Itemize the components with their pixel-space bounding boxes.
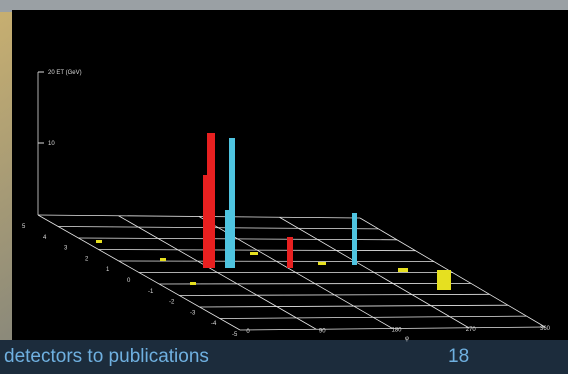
phi-label: 180 xyxy=(391,328,402,334)
tower xyxy=(437,270,451,290)
eta-label: -5 xyxy=(232,332,238,338)
page-number: 18 xyxy=(448,346,469,367)
phi-title: φ xyxy=(405,336,409,342)
tower xyxy=(398,268,408,272)
z-label: 10 xyxy=(48,141,55,147)
tower xyxy=(96,240,102,243)
tower xyxy=(318,262,326,265)
tower xyxy=(190,282,196,285)
tower xyxy=(287,237,293,268)
phi-label: 360 xyxy=(540,326,551,332)
tower xyxy=(207,133,215,268)
plot-area xyxy=(12,10,568,340)
slide: 20 ET (GeV) 10 detectors to publications… xyxy=(0,0,568,374)
tower xyxy=(160,258,166,261)
eta-label: -2 xyxy=(169,300,175,306)
tower xyxy=(203,175,208,268)
eta-label: -1 xyxy=(148,289,154,295)
tower xyxy=(250,252,258,255)
tower xyxy=(225,210,230,268)
eta-label: -3 xyxy=(190,310,196,316)
phi-label: 90 xyxy=(319,328,326,334)
tower xyxy=(352,213,357,265)
page: 20 ET (GeV) 10 detectors to publications… xyxy=(0,0,568,374)
footer-text: detectors to publications xyxy=(4,346,209,367)
eta-label: -4 xyxy=(211,321,217,327)
z-label: 20 ET (GeV) xyxy=(48,70,82,76)
phi-label: 270 xyxy=(466,327,477,333)
